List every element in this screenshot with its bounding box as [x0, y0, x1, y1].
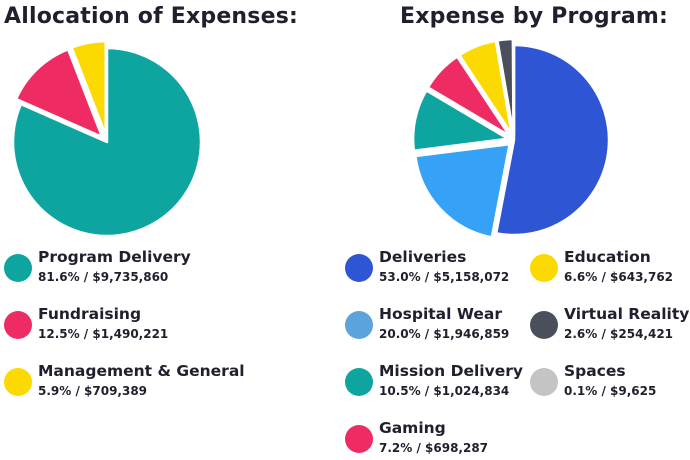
legend-swatch — [345, 254, 373, 282]
legend-value: 5.9% / $709,389 — [38, 384, 148, 398]
legend-swatch — [4, 311, 32, 339]
legend-label: Hospital Wear — [379, 305, 502, 323]
legend-swatch — [345, 311, 373, 339]
pie-slice-management-and-general — [70, 39, 107, 137]
program-chart-title: Expense by Program: — [400, 4, 669, 29]
pie-slice-mission-delivery — [411, 89, 510, 152]
pie-slice-spaces — [512, 37, 516, 136]
legend-swatch — [530, 311, 558, 339]
pie-slice-gaming — [426, 55, 511, 138]
legend-label: Mission Delivery — [379, 362, 523, 380]
legend-label: Spaces — [564, 362, 626, 380]
allocation-pie-chart — [11, 39, 203, 238]
legend-label: Program Delivery — [38, 248, 191, 266]
legend-swatch — [4, 254, 32, 282]
legend-value: 0.1% / $9,625 — [564, 384, 657, 398]
legend-label: Management & General — [38, 362, 245, 380]
legend-swatch — [345, 368, 373, 396]
legend-swatch — [530, 254, 558, 282]
legend-swatch — [530, 368, 558, 396]
legend-value: 7.2% / $698,287 — [379, 441, 489, 455]
allocation-chart-title: Allocation of Expenses: — [4, 4, 299, 29]
legend-swatch — [4, 368, 32, 396]
legend-label: Gaming — [379, 419, 446, 437]
pie-slice-hospital-wear — [414, 142, 511, 239]
legend-label: Fundraising — [38, 305, 142, 323]
legend-label: Deliveries — [379, 248, 467, 266]
legend-value: 81.6% / $9,735,860 — [38, 270, 169, 284]
legend-value: 6.6% / $643,762 — [564, 270, 674, 284]
legend-value: 20.0% / $1,946,859 — [379, 327, 510, 341]
legend-label: Education — [564, 248, 651, 266]
legend-value: 2.6% / $254,421 — [564, 327, 674, 341]
legend-swatch — [345, 425, 373, 453]
pie-slice-fundraising — [14, 48, 104, 139]
legend-label: Virtual Reality — [564, 305, 690, 323]
legend-value: 53.0% / $5,158,072 — [379, 270, 510, 284]
legend-value: 12.5% / $1,490,221 — [38, 327, 169, 341]
pie-slice-program-delivery — [11, 46, 203, 238]
program-pie-chart — [411, 37, 611, 239]
pie-slice-education — [458, 39, 514, 136]
pie-slice-deliveries — [494, 43, 611, 237]
legend-value: 10.5% / $1,024,834 — [379, 384, 510, 398]
